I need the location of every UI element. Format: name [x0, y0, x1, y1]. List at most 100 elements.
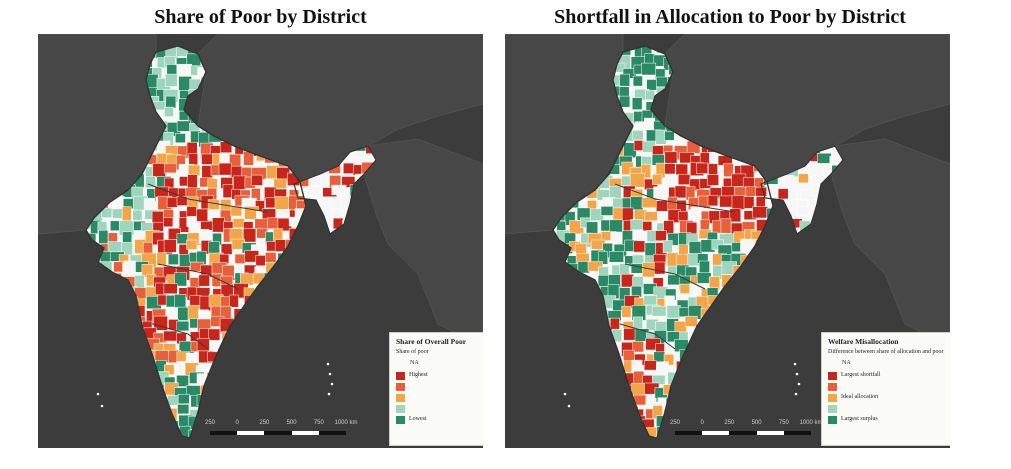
district-cell [90, 408, 103, 421]
district-cell [86, 430, 91, 438]
district-cell [288, 442, 297, 448]
northeast-border [293, 145, 377, 235]
district-cell [363, 352, 376, 366]
legend-subtitle: Difference between share of allocation a… [828, 349, 944, 356]
district-cell [366, 228, 376, 244]
district-cell [740, 265, 753, 280]
scale-tick: 0 [700, 420, 704, 426]
district-cell [580, 309, 596, 326]
district-cell [818, 230, 833, 245]
district-cell [275, 397, 289, 411]
district-cell [766, 298, 779, 310]
district-cell [286, 255, 299, 266]
district-cell [231, 397, 244, 409]
district-cell [720, 218, 732, 234]
district-cell [174, 294, 187, 308]
district-cell [186, 239, 198, 250]
state-boundaries [147, 183, 269, 350]
map-panel-share-of-poor: Share of Overall Poor Share of poor NA H… [38, 34, 483, 448]
district-cell [275, 309, 289, 321]
legend-welfare-misallocation: Welfare Misallocation Difference between… [821, 332, 950, 446]
district-cell [828, 241, 843, 252]
district-cell [294, 244, 308, 254]
district-cell [374, 403, 376, 418]
district-cell [229, 294, 239, 308]
district-cell [275, 338, 288, 352]
district-cell [699, 362, 713, 376]
district-cell [700, 398, 712, 413]
district-cell [764, 239, 777, 254]
district-cell [254, 386, 268, 399]
district-cell [578, 362, 588, 379]
district-cell [629, 428, 646, 438]
district-cell [174, 272, 187, 287]
scale-tick: 750 [778, 420, 789, 426]
district-cell [564, 383, 577, 399]
district-cell [740, 351, 752, 367]
district-cell [762, 318, 777, 334]
district-cell [89, 321, 105, 336]
country-border [85, 45, 307, 439]
district-cell [218, 353, 234, 367]
district-cell [89, 263, 102, 275]
district-cell [597, 341, 610, 353]
district-cell [611, 417, 628, 433]
legend-row-lowest: Lowest [396, 414, 478, 425]
scale-tick: 250 [204, 420, 216, 426]
district-cell [819, 198, 830, 212]
district-cell [274, 287, 287, 301]
district-cell [841, 249, 843, 261]
district-cell [166, 197, 178, 208]
district-cell [212, 397, 227, 410]
district-cell [332, 365, 347, 379]
district-cell [799, 242, 811, 257]
district-cell [777, 264, 793, 278]
district-cell [233, 404, 244, 417]
district-cell [96, 273, 113, 290]
district-cell [744, 360, 755, 372]
district-cell [112, 393, 128, 408]
district-cell [778, 287, 792, 300]
district-cell [809, 304, 824, 321]
district-cell [567, 408, 583, 419]
legend-swatch [828, 371, 837, 380]
district-cell [86, 316, 89, 329]
district-cell [175, 133, 186, 144]
district-cell [110, 295, 124, 307]
district-cell [553, 263, 567, 277]
district-cell [774, 206, 785, 221]
district-cell [285, 381, 300, 397]
district-cell [816, 217, 833, 231]
district-cell [186, 99, 198, 115]
district-cell [830, 253, 841, 267]
district-cell [153, 437, 164, 438]
district-cell [167, 253, 179, 265]
district-cell [587, 261, 603, 272]
district-cell [131, 409, 142, 419]
district-cell [240, 317, 251, 329]
district-cell [339, 233, 354, 247]
island-dot [327, 392, 331, 396]
country-border [552, 45, 774, 439]
district-cell [709, 152, 719, 163]
district-cell [110, 329, 126, 344]
district-cell [297, 371, 310, 387]
legend-row-3 [396, 392, 478, 403]
legend-na-label: NA [410, 359, 419, 366]
district-cell [664, 151, 678, 164]
district-cell [718, 408, 735, 421]
district-cell [145, 176, 156, 189]
district-cell [132, 339, 145, 353]
district-cell [784, 404, 798, 420]
district-cell [777, 351, 790, 362]
district-cell [696, 404, 712, 416]
district-cell [553, 406, 558, 419]
district-cell [331, 306, 346, 318]
district-cell [707, 295, 721, 306]
district-cell [589, 415, 604, 428]
district-cell [809, 372, 821, 385]
district-cell [797, 350, 813, 364]
district-cell [690, 343, 705, 357]
district-cell [121, 206, 132, 222]
district-cell [234, 253, 246, 264]
